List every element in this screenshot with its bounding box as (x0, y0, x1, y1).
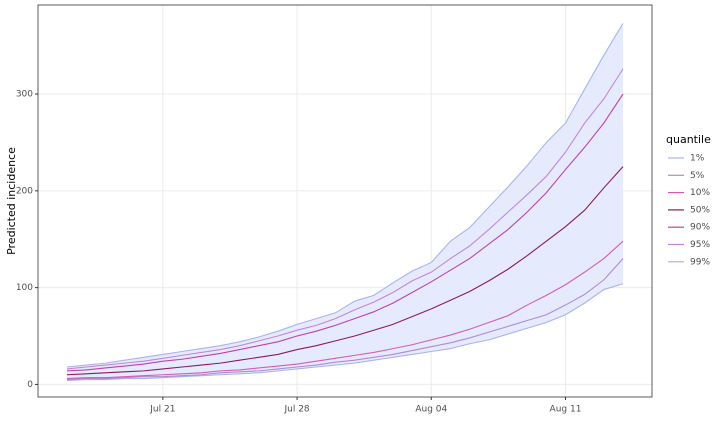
y-axis-title: Predicted incidence (5, 147, 18, 255)
y-tick-label: 200 (16, 186, 33, 196)
legend-label: 50% (690, 205, 710, 215)
x-tick-label: Aug 11 (550, 405, 582, 415)
line (66, 240, 624, 380)
legend-label: 95% (690, 240, 710, 250)
ribbon (67, 23, 623, 381)
legend-label: 99% (690, 257, 710, 267)
plot-border (37, 4, 653, 398)
y-tick-label: 100 (16, 283, 33, 293)
line (66, 23, 624, 368)
legend-label: 5% (690, 171, 705, 181)
line (66, 93, 624, 372)
legend-label: 1% (690, 154, 705, 164)
line (66, 68, 624, 370)
line (66, 283, 624, 382)
x-tick-label: Jul 21 (149, 405, 175, 415)
y-tick-label: 300 (16, 90, 33, 100)
legend-label: 10% (690, 188, 710, 198)
y-tick-label: 0 (27, 380, 33, 390)
x-tick-label: Jul 28 (283, 405, 309, 415)
line (66, 166, 624, 376)
legend-label: 90% (690, 223, 710, 233)
line (66, 258, 624, 381)
x-tick-label: Aug 04 (415, 405, 447, 415)
legend-title: quantile (666, 133, 711, 146)
